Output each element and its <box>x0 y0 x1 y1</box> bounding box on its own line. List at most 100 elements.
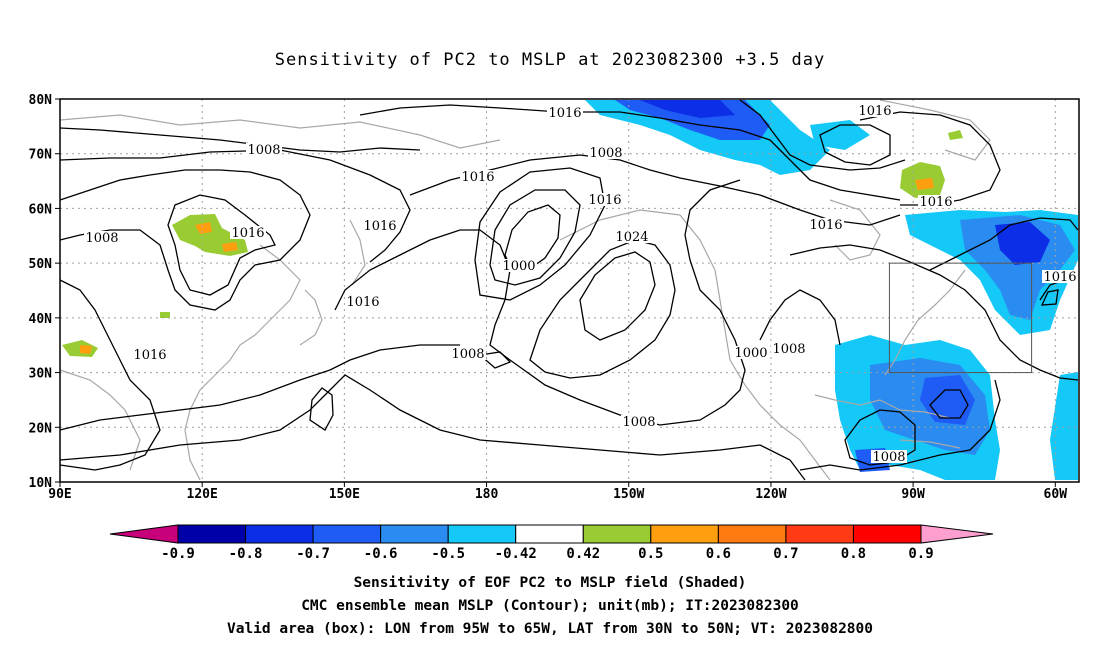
lon-label: 90E <box>48 487 71 502</box>
contour-label: 1016 <box>1043 270 1076 285</box>
contour-label: 1024 <box>615 230 648 245</box>
contour-gulf-1008 <box>844 409 916 466</box>
lat-label: 40N <box>29 312 53 327</box>
caption-valid-area: Valid area (box): LON from 95W to 65W, L… <box>226 621 873 637</box>
contour-1016-mid <box>409 154 901 226</box>
coast-greenland <box>879 99 991 161</box>
contour-gulf-1016 <box>799 379 1001 471</box>
lat-label: 20N <box>29 421 53 436</box>
shade-pos-siberia-core2 <box>222 242 238 252</box>
colorbar-label: 0.6 <box>706 546 731 562</box>
contour-1008-arctic <box>739 99 906 171</box>
gridlines <box>60 99 1079 482</box>
coast-kamchatka <box>349 219 366 286</box>
coast-siberia-arctic <box>59 114 501 149</box>
contour-label-bg <box>501 259 537 272</box>
caption-shading: Sensitivity of EOF PC2 to MSLP field (Sh… <box>353 575 747 591</box>
contour-labels: 1016 1008 1016 1008 1016 1016 1008 1016 1024 1000… <box>84 104 1078 465</box>
contour-asia-low <box>59 279 161 471</box>
contour-label: 1016 <box>588 193 621 208</box>
colorbar-label: -0.9 <box>161 546 195 562</box>
contour-label: 1008 <box>589 146 622 161</box>
contour-label: 1000 <box>502 259 535 274</box>
colorbar-label: 0.9 <box>908 546 933 562</box>
coast-na-east <box>884 269 966 376</box>
shade-neg-hudson <box>810 120 870 150</box>
coast-india <box>59 369 141 471</box>
contour-label-bg <box>621 415 657 428</box>
colorbar-min-arrow <box>109 524 179 544</box>
contour-siberia-outer <box>59 169 311 311</box>
lon-label: 120W <box>755 487 786 502</box>
contour-na-1016 <box>789 244 1079 381</box>
colorbar-swatch <box>380 524 449 544</box>
coast-east-asia <box>184 244 301 481</box>
contour-label-bg <box>588 146 624 159</box>
contour-na-1008 <box>759 289 841 346</box>
shade-pos-greenland <box>948 130 963 140</box>
lat-label: 70N <box>29 148 53 163</box>
contour-label-bg <box>1042 270 1078 283</box>
colorbar: -0.9 -0.8 -0.7 -0.6 -0.5 -0.42 0.42 0.5 0.6 0.7 0.… <box>109 524 994 562</box>
coast-caribbean <box>899 439 961 449</box>
colorbar-swatch <box>650 524 719 544</box>
coast-japan <box>299 289 323 346</box>
contour-label-bg <box>246 143 282 156</box>
valid-area-box <box>888 262 1033 374</box>
lon-label: 150E <box>329 487 360 502</box>
contour-label: 1016 <box>461 170 494 185</box>
colorbar-swatch <box>515 524 584 544</box>
contour-atlantic-low <box>929 217 1079 271</box>
contour-label-bg <box>733 346 769 359</box>
contour-gulf-ring <box>929 389 969 419</box>
contour-label: 1016 <box>548 106 581 121</box>
contour-label-bg <box>808 218 844 231</box>
contour-label-bg <box>918 195 954 208</box>
contour-label: 1016 <box>231 226 264 241</box>
contour-label-bg <box>871 450 907 463</box>
contour-label: 1008 <box>872 450 905 465</box>
lon-label: 180 <box>475 487 499 502</box>
contour-ring-hawaii <box>309 387 334 431</box>
contour-label-bg <box>450 347 486 360</box>
shade-pos-india-core <box>80 345 92 354</box>
contour-label: 1016 <box>133 348 166 363</box>
contour-south-tropics <box>59 374 806 481</box>
shade-neg-atlantic-core <box>995 222 1050 265</box>
contour-pacific-south <box>59 344 460 431</box>
colorbar-swatch <box>177 524 247 544</box>
colorbar-label: 0.8 <box>841 546 866 562</box>
colorbar-swatch <box>717 524 787 544</box>
contour-label: 1016 <box>858 104 891 119</box>
contour-label-bg <box>84 231 120 244</box>
contour-label: 1008 <box>622 415 655 430</box>
contour-label-bg <box>460 170 496 183</box>
contour-label: 1016 <box>363 219 396 234</box>
contour-label: 1008 <box>772 342 805 357</box>
colorbar-label: 0.7 <box>773 546 798 562</box>
shade-neg-gulf-core <box>920 375 975 425</box>
shade-neg-atlantic-east <box>1050 372 1078 480</box>
contour-label: 1000 <box>734 346 767 361</box>
colorbar-swatch <box>582 524 652 544</box>
contour-pacific-high-outer <box>334 179 746 426</box>
mslp-contours <box>59 99 1079 481</box>
contour-low-ring2 <box>489 189 581 286</box>
contour-arctic-1016 <box>359 104 901 201</box>
contour-siberia-inner <box>167 194 276 296</box>
contour-label: 1016 <box>919 195 952 210</box>
contour-label: 1016 <box>346 295 379 310</box>
contour-label-bg <box>547 106 583 119</box>
contour-1000-hudson <box>819 124 891 166</box>
contour-label: 1008 <box>247 143 280 158</box>
colorbar-label: 0.42 <box>566 546 600 562</box>
lat-label: 10N <box>29 476 53 491</box>
contour-label-bg <box>587 193 623 206</box>
figure-title: Sensitivity of PC2 to MSLP at 2023082300… <box>274 50 826 70</box>
shade-neg-arctic-core <box>615 100 770 140</box>
contour-ring-small <box>478 351 512 369</box>
coast-alaska <box>559 209 716 271</box>
colorbar-swatch <box>852 524 922 544</box>
shade-pos-siberia-core <box>195 222 212 234</box>
